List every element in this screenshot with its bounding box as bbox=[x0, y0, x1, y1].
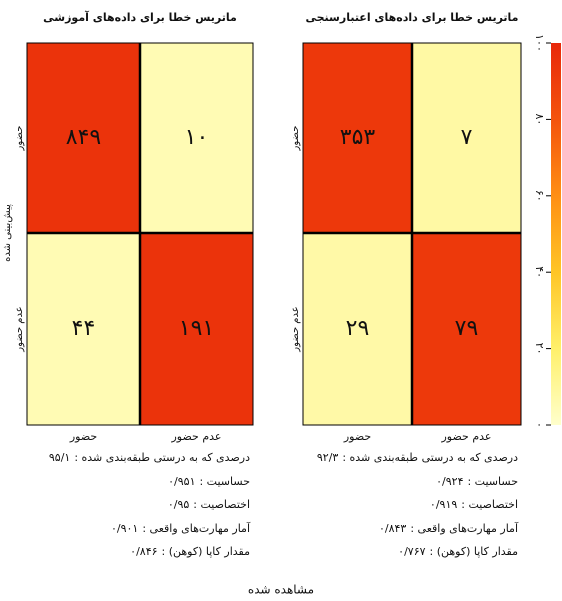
stat-label: اختصاصیت : bbox=[461, 498, 518, 511]
cell bbox=[303, 233, 412, 425]
cell-label: ۴۴ bbox=[72, 316, 96, 341]
stat-line: حساسیت :۰/۹۵۱ bbox=[168, 475, 250, 488]
stat-label: درصدی که به درستی طبقه‌بندی شده : bbox=[342, 451, 518, 464]
cell-label: ۱۹۱ bbox=[179, 316, 214, 341]
colorbar-tick-label: ۱۰۰ bbox=[533, 34, 546, 52]
stat-line: درصدی که به درستی طبقه‌بندی شده :۹۵/۱ bbox=[49, 451, 250, 464]
y-tick-label: حضور bbox=[290, 126, 301, 152]
stat-value: ۰/۸۴۳ bbox=[379, 521, 407, 535]
cell-label: ۱۰ bbox=[185, 125, 209, 150]
colorbar-tick-label: ۰ bbox=[533, 422, 546, 428]
cell-label: ۷ bbox=[461, 125, 473, 150]
stat-value: ۰/۸۴۶ bbox=[130, 545, 158, 558]
stat-line: درصدی که به درستی طبقه‌بندی شده :۹۲/۳ bbox=[317, 451, 518, 464]
cell bbox=[27, 233, 140, 425]
stat-value: ۰/۹۱۹ bbox=[429, 498, 458, 511]
y-tick-label: عدم حضور bbox=[290, 306, 301, 352]
panel-title: ماتریس خطا برای داده‌های آموزشی bbox=[43, 10, 237, 24]
x-tick-label: حضور bbox=[343, 430, 371, 443]
stat-line: اختصاصیت :۰/۹۱۹ bbox=[430, 498, 518, 511]
stat-label: مقدار کاپا (کوهن) : bbox=[161, 545, 250, 558]
cell bbox=[412, 233, 521, 425]
stat-label: حساسیت : bbox=[199, 474, 250, 488]
colorbar bbox=[551, 43, 561, 425]
stat-line: اختصاصیت :۰/۹۵ bbox=[168, 498, 250, 511]
stat-value: ۹۵/۱ bbox=[48, 451, 71, 464]
stat-value: ۰/۹۵ bbox=[167, 498, 190, 511]
cell-label: ۷۹ bbox=[455, 316, 479, 341]
stat-line: مقدار کاپا (کوهن) :۰/۸۴۶ bbox=[130, 545, 250, 558]
stat-line: آمار مهارت‌های واقعی :۰/۹۰۱ bbox=[111, 522, 250, 535]
cell-label: ۳۵۳ bbox=[340, 125, 376, 150]
stat-value: ۰/۹۲۴ bbox=[436, 474, 464, 488]
x-tick-label: حضور bbox=[69, 430, 97, 443]
cell bbox=[303, 43, 412, 233]
cell bbox=[412, 43, 521, 233]
stat-label: اختصاصیت : bbox=[193, 498, 250, 511]
cell bbox=[27, 43, 140, 233]
stat-label: حساسیت : bbox=[467, 474, 518, 488]
y-axis-title: پیش‌بینی شده bbox=[2, 204, 13, 262]
stat-value: ۹۲/۳ bbox=[316, 451, 339, 464]
y-tick-label: عدم حضور bbox=[14, 306, 25, 352]
stat-label: درصدی که به درستی طبقه‌بندی شده : bbox=[74, 451, 250, 464]
x-tick-label: عدم حضور bbox=[171, 430, 222, 443]
colorbar-tick-label: ۶۰ bbox=[533, 190, 546, 202]
cell-label: ۸۴۹ bbox=[66, 125, 101, 150]
colorbar-tick-label: ۲۰ bbox=[533, 343, 546, 355]
stat-label: مقدار کاپا (کوهن) : bbox=[429, 545, 518, 558]
stat-line: حساسیت :۰/۹۲۴ bbox=[436, 475, 518, 488]
x-tick-label: عدم حضور bbox=[441, 430, 492, 443]
y-tick-label: حضور bbox=[14, 126, 25, 152]
stat-value: ۰/۷۶۷ bbox=[398, 545, 426, 558]
stat-label: آمار مهارت‌های واقعی : bbox=[410, 521, 518, 535]
stat-value: ۰/۹۵۱ bbox=[168, 474, 196, 488]
stat-value: ۰/۹۰۱ bbox=[111, 521, 139, 535]
panel-title: ماتریس خطا برای داده‌های اعتبارسنجی bbox=[306, 11, 519, 24]
cell bbox=[140, 43, 253, 233]
colorbar-tick-label: ۴۰ bbox=[533, 266, 546, 278]
stat-line: آمار مهارت‌های واقعی :۰/۸۴۳ bbox=[379, 522, 518, 535]
cell bbox=[140, 233, 253, 425]
stat-label: آمار مهارت‌های واقعی : bbox=[142, 521, 250, 535]
x-axis-title: مشاهده شده bbox=[248, 583, 314, 597]
stat-line: مقدار کاپا (کوهن) :۰/۷۶۷ bbox=[398, 545, 518, 558]
cell-label: ۲۹ bbox=[346, 316, 370, 341]
colorbar-tick-label: ۸۰ bbox=[533, 113, 546, 125]
